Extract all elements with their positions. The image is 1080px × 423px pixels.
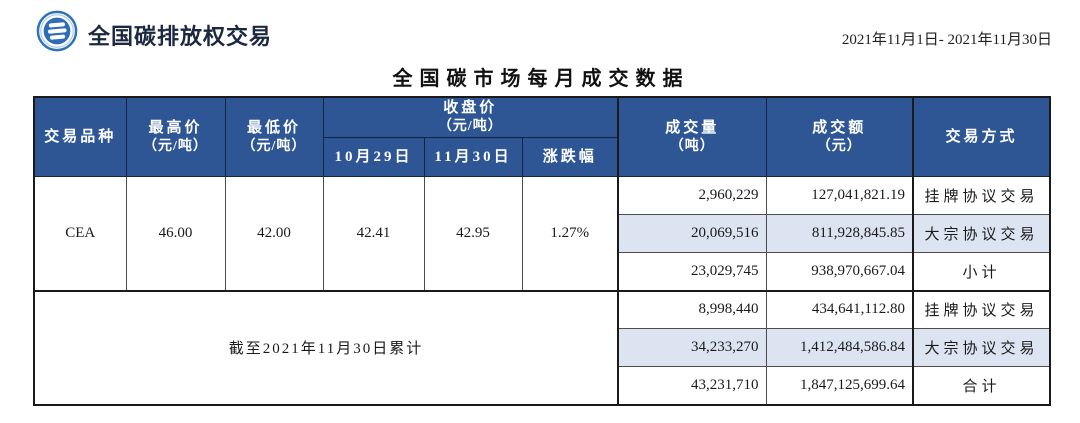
exchange-logo-icon bbox=[36, 10, 78, 52]
header-row-top: 交易品种 最高价 （元/吨） 最低价 （元/吨） 收盘价 （元/吨） 成交量 （… bbox=[33, 96, 1051, 178]
header-amount: 成交额 （元） bbox=[765, 96, 914, 178]
header-high-unit: （元/吨） bbox=[143, 138, 208, 154]
cell-cumulative-label: 截至2021年11月30日累计 bbox=[33, 289, 619, 406]
header-close-unit: （元/吨） bbox=[437, 119, 503, 135]
trading-data-table: 交易品种 最高价 （元/吨） 最低价 （元/吨） 收盘价 （元/吨） 成交量 （… bbox=[33, 96, 1052, 406]
header-trade-variety: 交易品种 bbox=[33, 96, 127, 178]
cell-volume: 43,231,710 bbox=[617, 366, 767, 406]
header-change-label: 涨跌幅 bbox=[542, 149, 597, 166]
cell-change-pct: 1.27% bbox=[521, 176, 619, 292]
header-trade-variety-label: 交易品种 bbox=[44, 128, 117, 145]
header-close-oct29-label: 10月29日 bbox=[334, 149, 413, 166]
cell-volume: 20,069,516 bbox=[617, 214, 767, 254]
cell-amount: 1,412,484,586.84 bbox=[765, 328, 914, 368]
header-row-sub: 10月29日 11月30日 涨跌幅 bbox=[34, 137, 1050, 178]
cell-method: 小计 bbox=[912, 252, 1051, 292]
cell-low-price: 42.00 bbox=[224, 176, 324, 292]
header-close-nov30-label: 11月30日 bbox=[434, 149, 512, 166]
cell-method: 挂牌协议交易 bbox=[912, 176, 1051, 216]
header-method-label: 交易方式 bbox=[945, 128, 1018, 145]
table-row-cumulative-listed: 截至2021年11月30日累计 8,998,440 434,641,112.80… bbox=[33, 289, 1051, 406]
table-title: 全国碳市场每月成交数据 bbox=[392, 68, 690, 90]
cell-amount: 434,641,112.80 bbox=[765, 289, 914, 330]
header-volume: 成交量 （吨） bbox=[617, 96, 767, 178]
brand-title: 全国碳排放权交易 bbox=[88, 24, 273, 49]
cell-amount: 811,928,845.85 bbox=[765, 214, 914, 254]
header-close-price-group: 收盘价 （元/吨） bbox=[322, 96, 619, 139]
table-row-cumulative-total: 43,231,710 1,847,125,699.64 合计 bbox=[34, 366, 1051, 406]
header-amount-label: 成交额 bbox=[812, 119, 867, 136]
date-range: 2021年11月1日- 2021年11月30日 bbox=[841, 32, 1052, 48]
cell-high-price: 46.00 bbox=[125, 176, 226, 292]
header-volume-unit: （吨） bbox=[669, 138, 715, 154]
cell-amount: 127,041,821.19 bbox=[765, 176, 914, 216]
header-close-label: 收盘价 bbox=[443, 100, 498, 116]
header-trade-method: 交易方式 bbox=[912, 96, 1051, 178]
cell-method: 合计 bbox=[912, 366, 1051, 406]
header-amount-unit: （元） bbox=[816, 138, 862, 154]
cell-method: 大宗协议交易 bbox=[912, 214, 1051, 254]
table-row-cumulative-block: 34,233,270 1,412,484,586.84 大宗协议交易 bbox=[34, 328, 1051, 368]
table-row-monthly-subtotal: 23,029,745 938,970,667.04 小计 bbox=[34, 252, 1051, 292]
header-volume-label: 成交量 bbox=[665, 119, 720, 136]
cell-method: 大宗协议交易 bbox=[912, 328, 1051, 368]
cell-amount: 938,970,667.04 bbox=[765, 252, 914, 292]
table-row-monthly-block: 20,069,516 811,928,845.85 大宗协议交易 bbox=[34, 214, 1051, 254]
cell-close-oct29: 42.41 bbox=[322, 176, 425, 292]
cell-variety: CEA bbox=[33, 176, 127, 292]
header-low-label: 最低价 bbox=[246, 119, 301, 136]
cell-volume: 34,233,270 bbox=[617, 328, 767, 368]
header-high-label: 最高价 bbox=[148, 119, 203, 136]
header-low-unit: （元/吨） bbox=[241, 138, 307, 154]
table-row-monthly-listed: CEA 46.00 42.00 42.41 42.95 1.27% 2,960,… bbox=[33, 176, 1051, 292]
cell-volume: 8,998,440 bbox=[617, 289, 767, 330]
cell-amount: 1,847,125,699.64 bbox=[765, 366, 914, 406]
cell-volume: 2,960,229 bbox=[617, 176, 767, 216]
header-close-nov30: 11月30日 bbox=[423, 137, 523, 178]
cell-volume: 23,029,745 bbox=[617, 252, 767, 292]
cell-close-nov30: 42.95 bbox=[423, 176, 523, 292]
header-close-oct29: 10月29日 bbox=[322, 137, 425, 178]
cell-method: 挂牌协议交易 bbox=[912, 289, 1051, 330]
header-change-pct: 涨跌幅 bbox=[521, 137, 619, 178]
header-high-price: 最高价 （元/吨） bbox=[125, 96, 226, 178]
header-low-price: 最低价 （元/吨） bbox=[224, 96, 324, 178]
